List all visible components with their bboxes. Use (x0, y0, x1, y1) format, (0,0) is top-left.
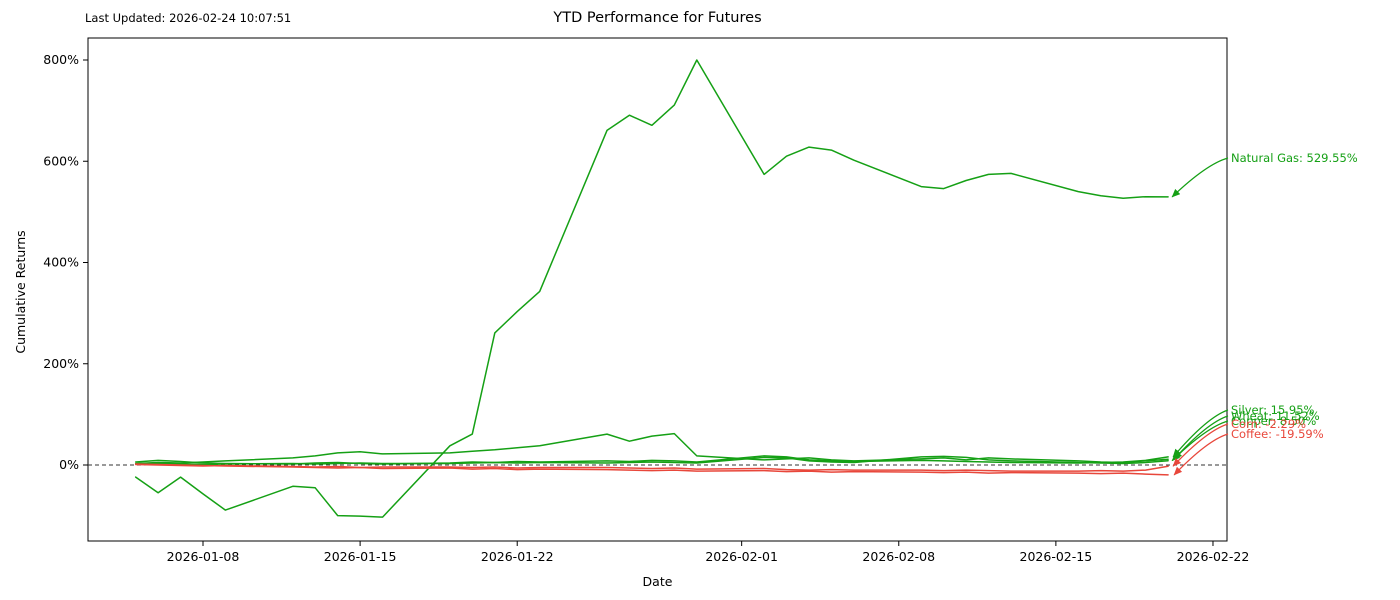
series-line-copper (134, 455, 1169, 466)
y-tick-label: 200% (43, 356, 79, 371)
series-line-natural-gas (134, 59, 1169, 518)
x-tick-label: 2026-01-08 (167, 549, 240, 564)
x-tick-label: 2026-02-01 (705, 549, 778, 564)
annotation-label-wheat: Wheat: 11.52% (1231, 409, 1320, 423)
last-updated-text: Last Updated: 2026-02-24 10:07:51 (85, 11, 292, 25)
x-tick-label: 2026-02-15 (1020, 549, 1093, 564)
y-tick-label: 400% (43, 255, 79, 270)
y-tick-label: 600% (43, 153, 79, 168)
chart-title: YTD Performance for Futures (553, 10, 762, 26)
annotation-label-natural-gas: Natural Gas: 529.55% (1231, 151, 1358, 165)
annotation-arrow-corn (1172, 423, 1229, 467)
annotation-label-coffee: Coffee: -19.59% (1231, 427, 1324, 441)
annotation-arrow-natural-gas (1171, 157, 1229, 198)
x-tick-label: 2026-01-15 (324, 549, 397, 564)
x-tick-label: 2026-02-22 (1177, 549, 1250, 564)
y-tick-label: 0% (59, 457, 79, 472)
x-axis-label: Date (642, 574, 673, 589)
annotation-label-silver: Silver: 15.95% (1231, 403, 1315, 417)
annotation-label-corn: Corn: -2.29% (1231, 417, 1306, 431)
annotation-label-copper: Copper: 8.50% (1231, 414, 1316, 428)
annotation-arrow-silver (1172, 409, 1229, 458)
x-tick-label: 2026-01-22 (481, 549, 554, 564)
annotation-arrow-copper (1171, 420, 1229, 462)
y-tick-label: 800% (43, 52, 79, 67)
annotation-arrow-coffee (1173, 433, 1229, 476)
x-tick-label: 2026-02-08 (862, 549, 935, 564)
y-axis-label: Cumulative Returns (13, 230, 28, 354)
series-line-wheat (134, 432, 1169, 465)
axes-box (87, 37, 1228, 542)
series-line-coffee (134, 463, 1169, 476)
